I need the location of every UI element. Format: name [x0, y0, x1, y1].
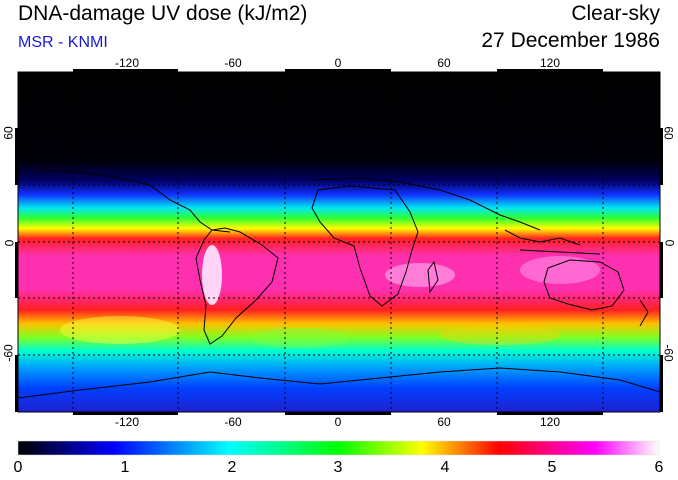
lon-tick-top: 0	[334, 56, 342, 70]
australia-coast	[543, 259, 625, 311]
colorbar-label: 3	[333, 459, 343, 476]
lon-tick-bottom: -120	[114, 415, 140, 429]
source-label: MSR - KNMI	[18, 34, 108, 51]
madagascar-coast	[427, 260, 439, 294]
pacific-yellow-band	[60, 316, 180, 344]
date-label: 27 December 1986	[481, 29, 660, 52]
lon-tick-top: -120	[114, 56, 140, 70]
colorbar-label: 2	[227, 459, 237, 476]
lon-tick-top: 60	[437, 56, 451, 70]
frame-tick-bars	[15, 69, 663, 415]
colorbar-label: 5	[547, 459, 557, 476]
africa-coast	[311, 185, 419, 307]
coastlines	[18, 169, 660, 399]
lon-tick-top: 120	[539, 56, 561, 70]
indian-yellow-band	[440, 325, 560, 345]
lon-tick-bottom: 0	[334, 415, 342, 429]
lon-tick-bottom: 60	[437, 415, 451, 429]
north-america-coast	[39, 169, 231, 233]
colorbar-label: 0	[13, 459, 23, 476]
graticule	[18, 72, 660, 412]
colorbar-label: 6	[654, 459, 664, 476]
lon-tick-bottom: -60	[224, 415, 242, 429]
eurasia-coast	[309, 177, 541, 231]
colorbar-label: 4	[440, 459, 450, 476]
map-title: DNA-damage UV dose (kJ/m2)	[18, 2, 308, 25]
indonesia-coast	[504, 229, 601, 255]
sky-condition-label: Clear-sky	[571, 2, 660, 25]
lon-tick-bottom: 120	[539, 415, 561, 429]
africa-hotspot	[385, 263, 455, 287]
south-america-coast	[195, 227, 279, 345]
andes-hotspot	[202, 245, 222, 305]
colorbar-label: 1	[120, 459, 130, 476]
lon-tick-top: -60	[224, 56, 242, 70]
new-zealand-coast	[639, 299, 649, 327]
antarctica-coast	[18, 367, 660, 399]
colorbar	[18, 441, 659, 455]
australia-hotspot	[520, 256, 600, 284]
atlantic-green-band	[250, 328, 350, 348]
